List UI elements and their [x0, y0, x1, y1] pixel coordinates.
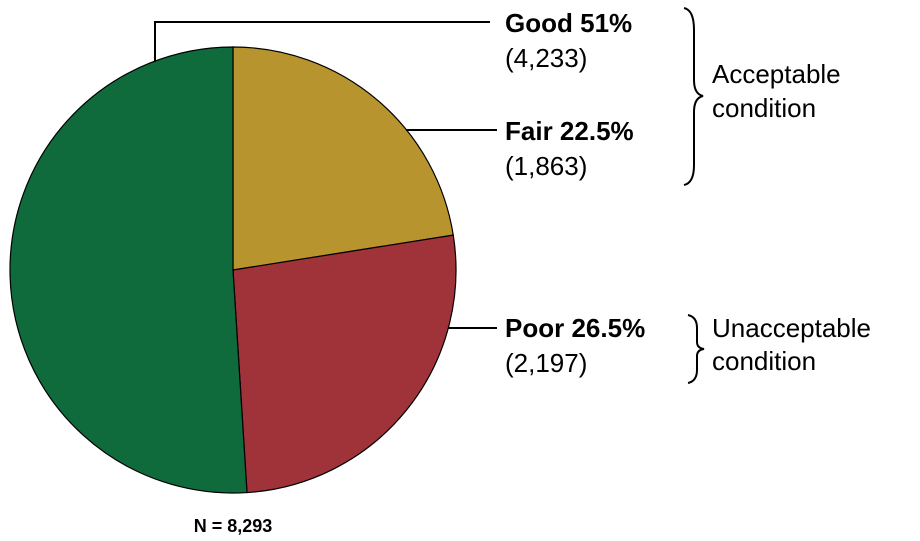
- slice-label: Fair 22.5%: [505, 116, 634, 146]
- category-label: Fair: [505, 116, 553, 146]
- category-label: Good: [505, 8, 573, 38]
- slice-label: Poor 26.5%: [505, 313, 645, 343]
- pie-slice: [232, 234, 457, 494]
- pie: [9, 46, 457, 494]
- group-label: condition: [712, 93, 816, 123]
- count-label: (2,197): [505, 348, 587, 378]
- value-label: 22.5%: [560, 116, 634, 146]
- value-label: 51%: [580, 8, 632, 38]
- group-label: condition: [712, 346, 816, 376]
- pie-slice: [9, 46, 248, 494]
- count-label: (1,863): [505, 151, 587, 181]
- group-label: Unacceptable: [712, 313, 871, 343]
- group-label: Acceptable: [712, 59, 841, 89]
- count-label: (4,233): [505, 43, 587, 73]
- pie-slice: [232, 46, 454, 271]
- group-bracket: [687, 314, 705, 384]
- category-label: Poor: [505, 313, 564, 343]
- slice-label: Good 51%: [505, 8, 632, 38]
- value-label: 26.5%: [571, 313, 645, 343]
- note: N = 8,293: [194, 516, 273, 536]
- leader-line: [154, 21, 490, 62]
- group-bracket: [683, 7, 704, 186]
